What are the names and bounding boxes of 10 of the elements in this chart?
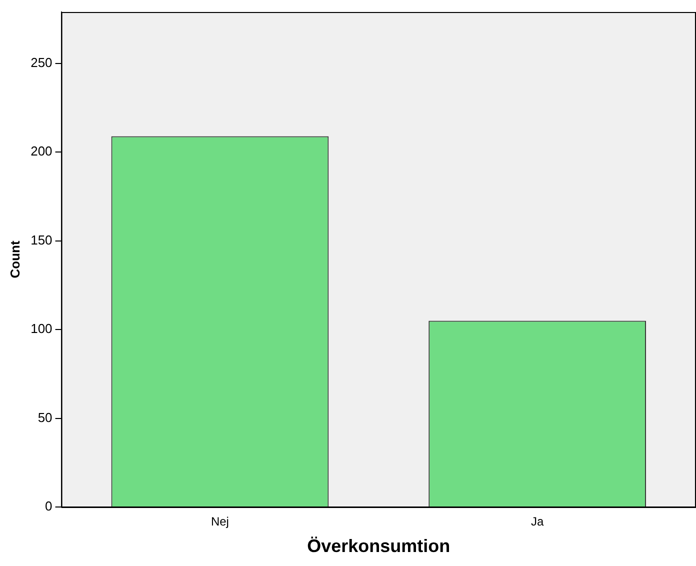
y-tick-label: 0 xyxy=(45,498,52,514)
y-tick-label: 100 xyxy=(30,321,52,336)
x-axis-title: Överkonsumtion xyxy=(307,536,450,556)
y-tick-label: 150 xyxy=(30,232,52,248)
x-tick-label: Nej xyxy=(210,514,229,529)
x-tick-label: Ja xyxy=(530,514,544,529)
y-tick-label: 200 xyxy=(30,144,52,159)
y-tick-label: 250 xyxy=(30,55,52,70)
y-axis-title: Count xyxy=(7,240,22,278)
y-tick-label: 50 xyxy=(38,410,52,425)
